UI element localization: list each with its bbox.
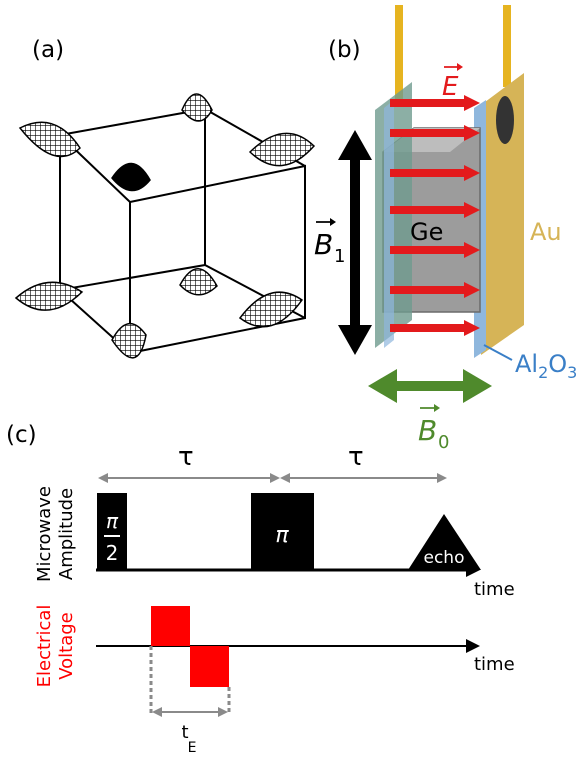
ge-label: Ge — [410, 218, 443, 246]
valley-ellipsoid — [111, 162, 151, 192]
al2o3-pointer — [483, 344, 513, 361]
valley-ellipsoid — [111, 323, 147, 359]
e-symbol: E — [442, 72, 459, 102]
panel-a: (a) — [14, 37, 316, 359]
pi-pulse — [251, 493, 314, 570]
voltage-pulse-negative — [190, 646, 229, 687]
voltage-pulse-positive — [151, 606, 190, 646]
conduction-valleys — [14, 93, 316, 359]
valley-ellipsoid — [238, 291, 304, 328]
panel-b: (b) E — [314, 5, 577, 453]
y-label-microwave: Microwave — [34, 486, 55, 582]
panel-b-label: (b) — [328, 37, 361, 63]
echo-label: echo — [424, 548, 465, 568]
pi-half-denominator: 2 — [106, 541, 119, 565]
lead-wire-right — [503, 5, 511, 87]
y-label-voltage: Voltage — [56, 612, 77, 680]
svg-text:0: 0 — [438, 432, 449, 453]
svg-text:B: B — [314, 228, 333, 261]
e-field-arrows — [390, 95, 480, 336]
panel-a-label: (a) — [32, 37, 64, 63]
gold-electrode — [481, 73, 524, 355]
e-field-label: E — [442, 63, 463, 102]
b1-arrow — [338, 130, 372, 355]
y-label-amplitude: Amplitude — [56, 488, 77, 580]
al2o3-label: Al2O3 — [515, 350, 577, 382]
au-label: Au — [530, 218, 562, 246]
tau-label-right: τ — [348, 442, 364, 472]
panel-c-label: (c) — [6, 422, 37, 448]
pi-pulse-label: π — [275, 523, 289, 548]
echo-signal — [408, 514, 481, 570]
oxide-layer-left — [384, 100, 394, 348]
time-label-bottom: time — [474, 654, 515, 675]
svg-text:B: B — [418, 414, 437, 447]
b1-label: B 1 — [314, 218, 345, 267]
pi-half-pulse — [97, 493, 127, 570]
cube-wireframe — [59, 107, 306, 355]
valley-ellipsoid — [18, 121, 81, 158]
pi-half-numerator: π — [106, 509, 119, 533]
valley-ellipsoid — [181, 93, 213, 122]
valley-ellipsoid — [179, 268, 218, 296]
y-label-electrical: Electrical — [34, 605, 55, 688]
te-label: t — [181, 722, 188, 743]
valley-ellipsoid — [14, 281, 84, 311]
tau-label-left: τ — [178, 442, 194, 472]
time-label-top: time — [474, 579, 515, 600]
lead-wire-left — [395, 5, 403, 100]
valley-ellipsoid — [248, 132, 316, 167]
svg-text:1: 1 — [334, 246, 345, 267]
b0-label: B 0 — [418, 404, 449, 453]
panel-c: (c) τ τ Microwave Amplitude time π 2 π e… — [6, 422, 515, 756]
b0-arrow — [368, 369, 492, 403]
te-subscript: E — [188, 740, 197, 756]
contact-pad — [496, 96, 514, 144]
